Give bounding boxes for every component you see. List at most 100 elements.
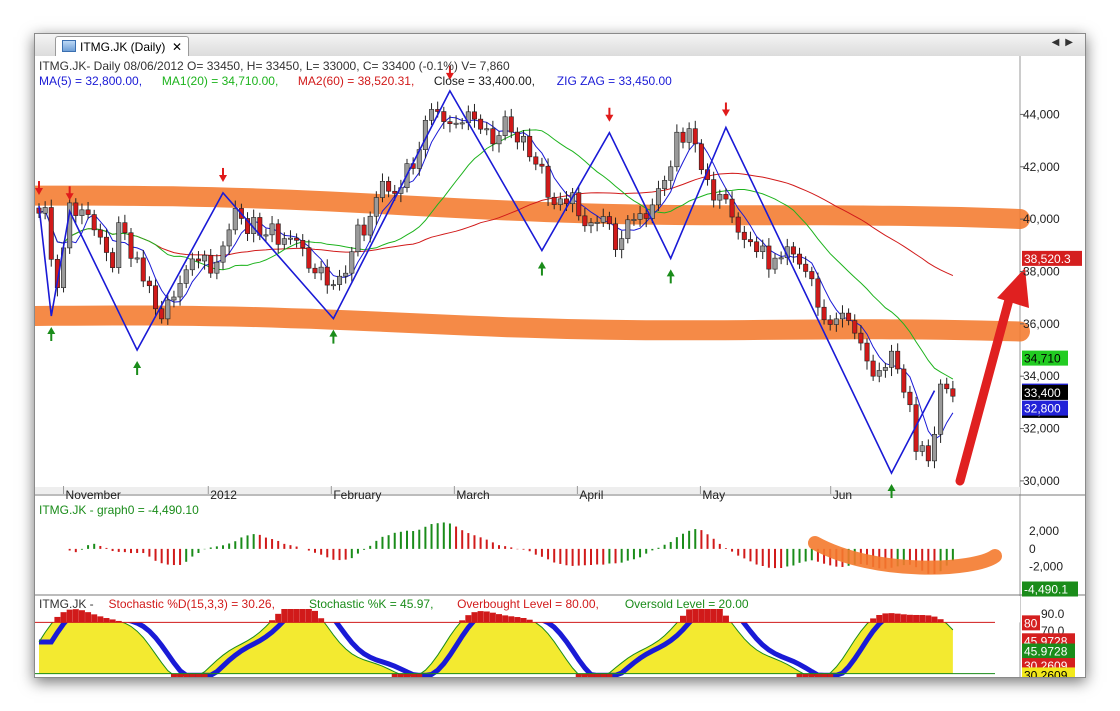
candle-body: [263, 234, 269, 237]
stoch-ob-fill: [882, 613, 889, 623]
candle-body: [588, 222, 594, 227]
stoch-ob-fill: [72, 609, 79, 623]
candle-body: [508, 116, 514, 133]
osc-value-badge-text: -4,490.1: [1024, 583, 1068, 597]
candle-body: [931, 434, 937, 462]
stoch-ob-fill: [477, 611, 484, 623]
candle-body: [287, 237, 293, 240]
stoch-os-fill: [796, 673, 803, 677]
stoch-ob-fill: [78, 610, 85, 623]
candle-body: [686, 128, 692, 143]
candle-body: [557, 198, 563, 205]
candle-body: [208, 254, 214, 274]
candle-body: [907, 391, 913, 406]
stoch-os-fill: [416, 673, 423, 677]
candle-body: [373, 197, 379, 217]
candle-body: [680, 131, 686, 143]
stoch-os-fill: [821, 673, 828, 677]
candle-body: [925, 445, 931, 462]
stoch-os-fill: [404, 673, 410, 677]
candle-body: [502, 116, 508, 136]
stoch-ob-fill: [698, 608, 705, 623]
candle-body: [662, 180, 668, 189]
candle-body: [183, 269, 189, 284]
candle-body: [717, 194, 723, 201]
stoch-value-badge-text: 45.9728: [1024, 645, 1068, 659]
stoch-ob-fill: [913, 614, 920, 623]
date-strip: [35, 487, 1020, 494]
candle-body: [85, 209, 91, 215]
chart-background: [35, 56, 1085, 677]
scroll-right-icon[interactable]: ▶: [1065, 37, 1079, 48]
candle-body: [827, 319, 833, 325]
candle-body: [306, 247, 312, 269]
candle-body: [269, 223, 275, 236]
candle-body: [171, 296, 177, 301]
candle-body: [202, 254, 208, 262]
stoch-ob-fill: [275, 613, 282, 623]
candle-body: [950, 388, 956, 397]
stoch-value-badge-text: 30.2609: [1024, 668, 1068, 677]
candle-body: [122, 222, 128, 234]
candle-body: [625, 219, 631, 239]
candle-body: [563, 198, 569, 204]
candle-body: [349, 251, 355, 274]
stoch-os-fill: [802, 673, 809, 677]
price-value-badge: [1022, 350, 1068, 366]
close-icon[interactable]: ✕: [171, 40, 182, 54]
buy-arrow-icon: [537, 261, 546, 269]
candle-body: [735, 216, 741, 233]
buy-arrow-icon: [47, 326, 56, 334]
candle-body: [337, 275, 343, 285]
stoch-os-fill: [183, 673, 190, 677]
stoch-os-fill: [606, 673, 613, 677]
ma2-line: [38, 172, 954, 277]
scroll-left-icon[interactable]: ◀: [1051, 37, 1066, 48]
stoch-os-fill: [808, 673, 815, 677]
osc-tick-label: 0: [1029, 542, 1036, 556]
stoch-ob-fill: [876, 614, 883, 623]
candle-body: [876, 370, 882, 377]
chart-icon: [62, 40, 76, 52]
date-tick-label: April: [579, 488, 603, 502]
stoch-os-fill: [600, 673, 607, 677]
chart-canvas: ITMG.JK- Daily 08/06/2012 O= 33450, H= 3…: [35, 56, 1085, 677]
stoch-ob-fill: [680, 615, 686, 623]
date-tick-label: May: [702, 488, 725, 502]
stoch-ob-fill: [704, 608, 711, 623]
tab-itmg-daily[interactable]: ITMG.JK (Daily) ✕: [55, 36, 189, 56]
price-tick-label: 44,000: [1023, 107, 1060, 121]
candle-body: [711, 179, 717, 201]
candle-body: [91, 214, 97, 231]
stoch-os-fill: [397, 673, 404, 677]
osc-value-badge: [1022, 581, 1078, 597]
candle-body: [214, 261, 220, 274]
price-header-item: MA2(60) = 38,520.31,: [298, 74, 414, 88]
candle-body: [429, 109, 435, 121]
stoch-ob-fill: [287, 608, 294, 623]
stoch-ob-fill: [870, 618, 877, 623]
stoch-ob-fill: [91, 614, 98, 623]
candle-body: [73, 202, 79, 216]
price-header-item: MA(5) = 32,800.00,: [39, 74, 142, 88]
osc-highlight: [808, 536, 1002, 575]
candle-body: [821, 306, 827, 321]
stoch-os-fill: [177, 673, 184, 677]
candle-body: [195, 258, 201, 262]
stoch-os-fill: [195, 673, 202, 677]
candle-body: [459, 122, 465, 125]
price-tick-label: 42,000: [1023, 160, 1060, 174]
buy-arrow-icon: [329, 329, 338, 337]
candle-body: [441, 111, 447, 122]
candle-body: [938, 383, 944, 435]
price-tick-label: 30,000: [1023, 474, 1060, 488]
trend-arrow-head: [997, 268, 1029, 308]
price-header-line1: ITMG.JK- Daily 08/06/2012 O= 33450, H= 3…: [39, 59, 510, 73]
candle-body: [103, 236, 109, 253]
candle-body: [140, 257, 146, 282]
candle-body: [619, 238, 625, 250]
stoch-ob-fill: [483, 611, 490, 623]
candle-body: [159, 308, 165, 320]
price-tick-label: 36,000: [1023, 317, 1060, 331]
stoch-ob-fill: [465, 615, 472, 623]
